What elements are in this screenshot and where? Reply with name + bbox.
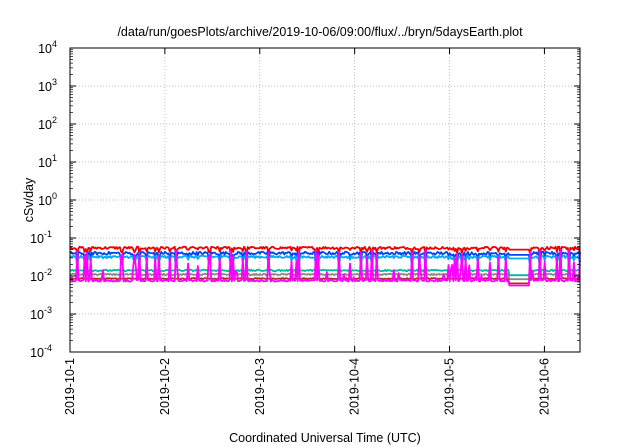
y-axis: 10-4 10-3 10-2 10-1 100 101 102 103 104 — [30, 39, 580, 360]
x-tick-label: 2019-10-3 — [253, 358, 267, 415]
x-tick-label: 2019-10-2 — [158, 358, 172, 415]
series-line-6 — [69, 248, 581, 287]
plot-series-group — [69, 245, 581, 287]
series-line-0 — [69, 245, 581, 257]
y-tick-label: 10-4 — [30, 343, 52, 360]
x-axis-label: Coordinated Universal Time (UTC) — [229, 431, 421, 445]
x-tick-label: 2019-10-5 — [443, 358, 457, 415]
y-tick-label: 102 — [38, 115, 57, 132]
y-tick-label: 104 — [38, 39, 57, 56]
y-tick-label: 103 — [38, 77, 57, 94]
y-axis-label: cSv/day — [22, 177, 36, 222]
y-tick-label: 10-1 — [30, 229, 52, 246]
chart-title: /data/run/goesPlots/archive/2019-10-06/0… — [117, 25, 523, 39]
x-tick-label: 2019-10-4 — [348, 358, 362, 415]
x-tick-label: 2019-10-6 — [537, 358, 551, 415]
y-tick-label: 10-2 — [30, 267, 52, 284]
x-tick-label: 2019-10-1 — [63, 358, 77, 415]
x-axis: 2019-10-1 2019-10-2 2019-10-3 2019-10-4 2019… — [63, 48, 551, 415]
y-tick-label: 100 — [38, 191, 57, 208]
grid — [70, 48, 580, 352]
y-tick-label: 10-3 — [30, 305, 52, 322]
y-tick-label: 101 — [38, 153, 57, 170]
